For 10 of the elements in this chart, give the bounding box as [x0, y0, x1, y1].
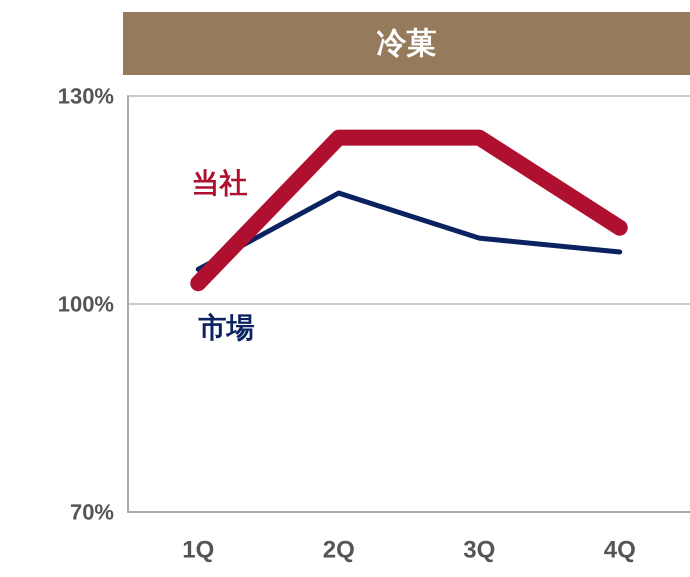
x-tick-label: 3Q	[463, 536, 496, 564]
y-tick-label: 70%	[70, 500, 114, 524]
chart-title: 冷菓	[123, 12, 690, 75]
series-label: 当社	[191, 168, 248, 199]
x-tick-label: 4Q	[604, 536, 636, 564]
y-tick-label: 100%	[58, 292, 114, 316]
series-label: 市場	[197, 312, 254, 343]
x-tick-label: 1Q	[182, 536, 214, 564]
x-tick-label: 2Q	[322, 536, 355, 564]
y-tick-label: 130%	[58, 84, 114, 108]
